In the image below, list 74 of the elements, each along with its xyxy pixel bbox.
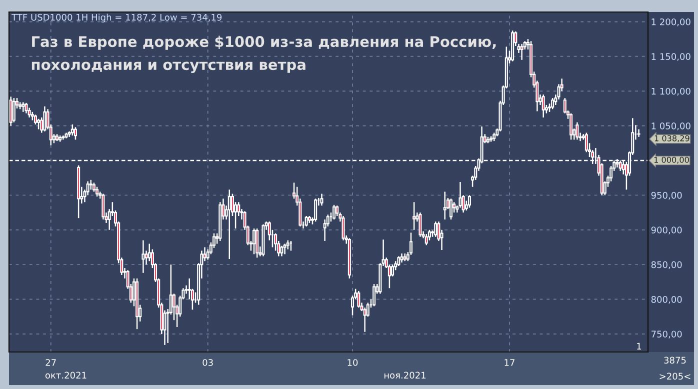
candlestick <box>391 264 394 277</box>
text: 1 038,29 <box>654 135 690 142</box>
candlestick <box>637 128 640 138</box>
candlestick <box>397 256 400 267</box>
candlestick <box>37 118 40 130</box>
y-tick-label: 750,00 <box>652 330 682 338</box>
candlestick <box>551 97 554 110</box>
candlestick <box>314 198 318 222</box>
candlestick <box>443 191 446 220</box>
candlestick <box>252 228 256 255</box>
candlestick <box>28 107 31 118</box>
candlestick <box>74 126 77 140</box>
candlestick <box>458 181 462 208</box>
candlestick <box>520 43 524 61</box>
candlestick <box>323 218 326 242</box>
candlestick <box>142 240 145 274</box>
candlestick <box>286 240 290 250</box>
candlestick <box>449 198 453 220</box>
candlestick <box>357 290 360 308</box>
text: >205< <box>660 372 690 380</box>
candlestick <box>237 201 240 217</box>
candlestick <box>148 243 151 262</box>
candlestick <box>22 102 25 113</box>
candlestick <box>400 252 404 264</box>
candlestick <box>342 215 345 241</box>
candlestick <box>280 245 284 257</box>
y-tick-label: 1 150,00 <box>652 53 690 61</box>
candlestick <box>228 189 231 260</box>
candlestick <box>43 106 46 132</box>
annotation: 1 <box>637 342 642 350</box>
candlestick <box>332 204 336 220</box>
ref-line-label: 1 000,00 <box>654 156 689 164</box>
x-tick-label: 10 <box>348 359 358 366</box>
x-tick-label: 03 <box>202 359 213 366</box>
candlestick <box>576 122 579 140</box>
candlestick <box>452 201 456 214</box>
candlestick <box>428 229 431 241</box>
candlestick <box>24 102 28 114</box>
y-tick-label: 900,00 <box>651 226 682 234</box>
y-tick-label: 800,00 <box>651 296 682 304</box>
candlestick <box>320 193 324 206</box>
text: ноя.2021 <box>384 372 426 379</box>
candlestick <box>418 212 422 238</box>
candlestick <box>363 306 366 333</box>
candlestick <box>468 194 471 208</box>
candlestick <box>102 193 105 220</box>
candlestick <box>584 132 588 153</box>
candlestick <box>434 220 438 238</box>
candlestick <box>70 124 74 136</box>
x-tick-label: 27 <box>46 359 56 366</box>
candlestick <box>570 112 573 140</box>
candlestick <box>12 97 16 123</box>
candlestick <box>412 201 416 231</box>
y-tick-label: 1 100,00 <box>652 88 690 96</box>
candlestick <box>424 233 428 246</box>
candlestick <box>89 179 92 190</box>
candlestick <box>92 182 96 192</box>
candlestick <box>283 243 286 255</box>
y-tick-label: 850,00 <box>651 261 682 270</box>
y-tick-label: 950,00 <box>651 192 682 200</box>
x-tick-label: 17 <box>504 359 514 366</box>
candlestick <box>96 186 99 198</box>
text: Газ в Европе дороже $1000 из-за давления на Россию, похолодания и отсутствия ветра <box>32 36 496 74</box>
y-tick-label: 1 050,00 <box>652 122 690 130</box>
candlestick <box>9 96 12 126</box>
text: 3875 <box>664 356 686 364</box>
candlestick <box>304 215 308 228</box>
y-tick-label: 1 200,00 <box>652 18 690 26</box>
candlestick <box>256 228 259 258</box>
chart-subtitle: TTF USD1000 1H High = 1187,2 Low = 734,19 <box>12 14 222 22</box>
candlestick <box>34 114 37 126</box>
text: окт.2021 <box>45 372 86 379</box>
candlestick <box>372 283 376 307</box>
candlestick <box>542 94 545 118</box>
